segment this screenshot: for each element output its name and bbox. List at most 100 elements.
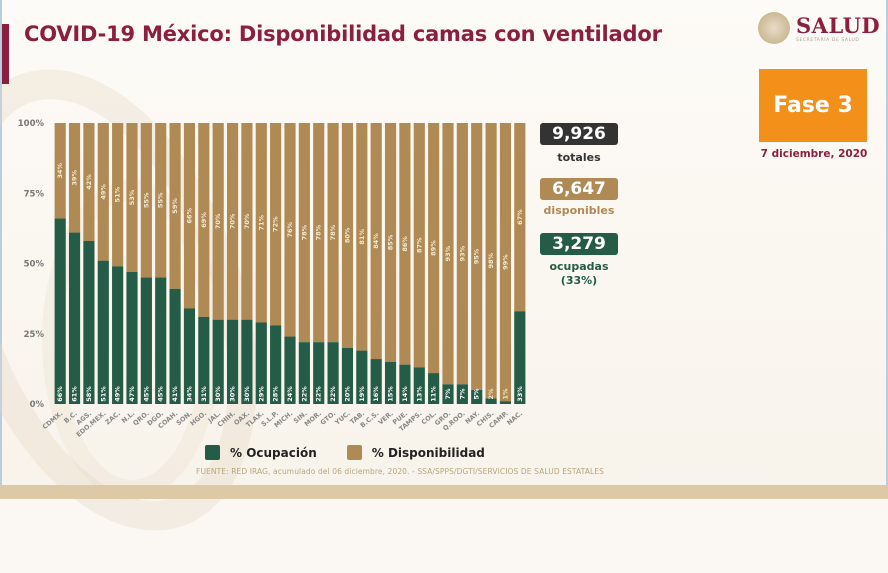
bar-availability [384, 123, 397, 362]
report-date: 7 diciembre, 2020 [760, 148, 868, 160]
data-label-availability: 53% [128, 189, 136, 205]
data-label-availability: 99% [501, 254, 509, 270]
bar-availability [514, 123, 526, 312]
bar-occupancy [241, 319, 253, 404]
data-label-availability: 55% [157, 192, 165, 208]
bar-availability [284, 123, 296, 337]
data-label-occupancy: 47% [128, 386, 136, 402]
bar-occupancy [341, 347, 354, 404]
data-label-occupancy: 13% [415, 386, 423, 402]
data-label-availability: 86% [401, 236, 409, 252]
bar-availability [241, 123, 253, 320]
footer-band [0, 485, 888, 499]
data-label-availability: 39% [71, 170, 79, 186]
data-label-occupancy: 7% [444, 388, 452, 400]
bar-availability [341, 123, 354, 348]
data-label-occupancy: 34% [185, 386, 193, 402]
bar-occupancy [198, 316, 210, 404]
bar-occupancy [169, 288, 181, 404]
bar-occupancy [298, 342, 310, 404]
logo-subtext: SECRETARÍA DE SALUD [796, 38, 860, 43]
title-accent-bar [2, 24, 9, 84]
bar-availability [198, 123, 210, 317]
logo-text: SALUD [796, 13, 881, 38]
bar-occupancy [313, 342, 325, 404]
bar-occupancy [327, 342, 339, 404]
data-label-availability: 93% [458, 245, 466, 261]
data-label-occupancy: 58% [85, 386, 93, 402]
data-label-occupancy: 49% [114, 386, 122, 402]
bar-occupancy [54, 218, 66, 404]
occupied-beds-label: ocupadas [549, 260, 609, 273]
bar-occupancy [442, 384, 454, 404]
bar-availability [226, 123, 239, 320]
bar-occupancy [428, 373, 440, 404]
bars: 66% 34% 61% 39% 58% 42% 51% 49% 49% 51% 47% 53% 45% 5… [54, 123, 526, 404]
available-beds-label: disponibles [543, 204, 615, 217]
bar-occupancy [126, 271, 138, 404]
bar-availability [485, 123, 497, 399]
data-label-occupancy: 45% [142, 386, 150, 402]
data-label-availability: 95% [473, 248, 481, 264]
data-label-availability: 49% [99, 184, 107, 200]
salud-logo: SALUD SECRETARÍA DE SALUD [758, 12, 881, 52]
data-label-occupancy: 61% [71, 386, 79, 402]
data-label-availability: 76% [286, 222, 294, 238]
bar-occupancy [499, 401, 512, 404]
data-label-occupancy: 29% [257, 386, 265, 402]
data-label-occupancy: 41% [171, 386, 179, 402]
x-tick-label: VER. [377, 409, 395, 426]
bar-availability [54, 123, 66, 219]
bar-availability [169, 123, 181, 289]
source-note: FUENTE: RED IRAG, acumulado del 06 dicie… [196, 467, 604, 476]
data-label-availability: 59% [171, 198, 179, 214]
data-label-availability: 81% [358, 229, 366, 245]
data-label-availability: 55% [142, 192, 150, 208]
data-label-availability: 85% [387, 234, 395, 250]
bar-availability [255, 123, 267, 323]
bar-occupancy [514, 311, 526, 404]
data-label-availability: 80% [343, 227, 351, 243]
page-title: COVID-19 México: Disponibilidad camas co… [24, 22, 662, 46]
bar-occupancy [155, 277, 167, 404]
bar-occupancy [183, 308, 196, 404]
data-label-availability: 89% [430, 240, 438, 256]
y-axis: 0% 25% 50% 75% 100% [18, 119, 45, 410]
bar-availability [313, 123, 325, 343]
data-label-occupancy: 11% [430, 386, 438, 402]
occupied-beds-percent: (33%) [560, 274, 598, 287]
stacked-bar-chart: 0% 25% 50% 75% 100% 66% 34% 61% 39% 58% 42% 51% 49%… [18, 119, 526, 439]
legend-label-occupancy: % Ocupación [230, 445, 317, 460]
legend-item-occupancy: % Ocupación [205, 445, 317, 460]
data-label-occupancy: 30% [229, 386, 237, 402]
x-tick-label: GTO. [319, 409, 338, 426]
bar-occupancy [68, 232, 81, 404]
bar-occupancy [413, 367, 425, 404]
data-label-availability: 42% [85, 174, 93, 190]
data-label-occupancy: 2% [487, 388, 495, 400]
bar-occupancy [270, 325, 282, 404]
data-label-availability: 70% [214, 213, 222, 229]
data-label-availability: 66% [185, 207, 193, 223]
bar-availability [298, 123, 310, 343]
occupied-beds-value: 3,279 [540, 233, 618, 255]
bar-occupancy [471, 389, 483, 404]
bar-occupancy [356, 350, 368, 404]
data-label-occupancy: 7% [458, 388, 466, 400]
bar-availability [112, 123, 124, 267]
bar-availability [212, 123, 224, 320]
y-tick-label: 50% [24, 260, 45, 270]
data-label-occupancy: 22% [329, 386, 337, 402]
data-label-availability: 70% [229, 213, 237, 229]
data-label-availability: 78% [300, 224, 308, 240]
y-tick-label: 0% [30, 400, 45, 410]
bar-availability [399, 123, 411, 365]
data-label-occupancy: 16% [372, 386, 380, 402]
bar-availability [471, 123, 483, 390]
bar-occupancy [456, 384, 468, 404]
data-label-availability: 51% [114, 186, 122, 202]
bar-availability [499, 123, 512, 402]
bar-occupancy [399, 364, 411, 404]
data-label-occupancy: 22% [315, 386, 323, 402]
available-beds-value: 6,647 [540, 178, 618, 200]
